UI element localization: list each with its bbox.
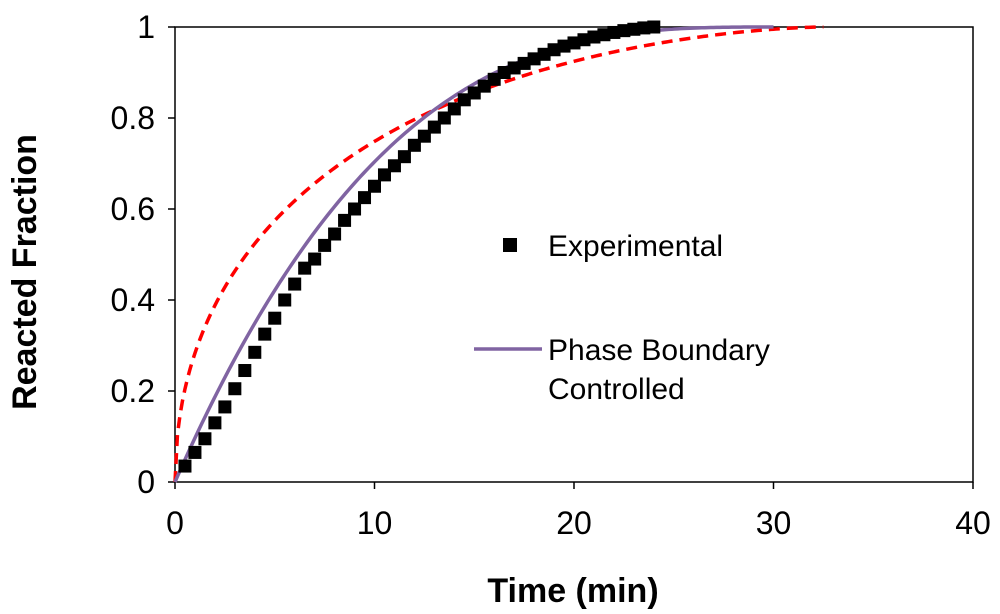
experimental-point xyxy=(318,238,332,252)
legend: Experimental Phase Boundary Controlled xyxy=(474,230,770,406)
x-axis: 0 10 20 30 40 xyxy=(166,482,991,541)
experimental-point xyxy=(288,277,302,291)
experimental-point xyxy=(308,252,322,266)
experimental-point xyxy=(457,93,471,107)
experimental-point xyxy=(358,191,372,205)
x-tick-label: 30 xyxy=(756,505,792,541)
experimental-point xyxy=(527,52,541,66)
experimental-point xyxy=(278,293,292,307)
legend-label-experimental: Experimental xyxy=(548,230,723,263)
x-tick-label: 20 xyxy=(556,505,592,541)
experimental-point xyxy=(248,345,262,359)
experimental-point xyxy=(377,168,391,182)
y-tick-label: 0.8 xyxy=(111,100,155,136)
experimental-point xyxy=(417,129,431,143)
x-axis-title: Time (min) xyxy=(487,572,658,610)
experimental-point xyxy=(547,43,561,57)
experimental-point xyxy=(627,22,641,36)
experimental-point xyxy=(298,261,312,275)
experimental-point xyxy=(497,66,511,79)
experimental-point xyxy=(258,327,272,341)
experimental-point xyxy=(198,432,212,446)
experimental-point xyxy=(477,79,491,93)
experimental-point xyxy=(348,202,362,216)
experimental-point xyxy=(397,150,411,164)
experimental-point xyxy=(208,416,222,430)
experimental-point xyxy=(437,111,451,125)
dashed-model-line xyxy=(173,25,824,483)
y-tick-label: 1 xyxy=(137,9,155,45)
experimental-point xyxy=(607,25,621,39)
series-layer xyxy=(173,20,824,483)
x-tick-label: 40 xyxy=(955,505,991,541)
experimental-point xyxy=(427,120,441,134)
experimental-point xyxy=(517,56,531,70)
experimental-point xyxy=(487,72,501,86)
experimental-point xyxy=(537,47,551,61)
experimental-point xyxy=(268,311,282,325)
experimental-point xyxy=(617,24,631,38)
experimental-point xyxy=(218,400,232,414)
legend-label-phase-boundary-line2: Controlled xyxy=(548,373,685,406)
experimental-point xyxy=(637,21,651,35)
y-tick-label: 0 xyxy=(137,464,155,500)
experimental-point xyxy=(587,30,601,44)
x-tick-label: 10 xyxy=(357,505,393,541)
experimental-point xyxy=(467,86,481,100)
experimental-point xyxy=(647,20,661,34)
experimental-point xyxy=(597,28,611,42)
y-tick-label: 0.2 xyxy=(111,373,155,409)
legend-marker-experimental xyxy=(503,238,517,252)
experimental-point xyxy=(507,61,521,75)
experimental-point xyxy=(387,159,401,173)
y-tick-label: 0.6 xyxy=(111,191,155,227)
y-tick-label: 0.4 xyxy=(111,282,155,318)
x-tick-label: 0 xyxy=(166,505,184,541)
experimental-point xyxy=(238,364,252,378)
experimental-point xyxy=(328,227,342,241)
experimental-point xyxy=(338,213,352,227)
experimental-point xyxy=(447,102,461,116)
legend-label-phase-boundary: Phase Boundary xyxy=(548,334,770,367)
experimental-point xyxy=(557,39,571,53)
experimental-point xyxy=(567,36,581,50)
experimental-point xyxy=(228,382,242,396)
y-axis: 0 0.2 0.4 0.6 0.8 1 xyxy=(111,9,175,500)
experimental-point xyxy=(407,138,421,152)
experimental-point xyxy=(368,179,381,193)
experimental-point xyxy=(577,33,591,47)
phase-boundary-line xyxy=(173,25,774,483)
experimental-point xyxy=(188,445,202,459)
y-axis-title: Reacted Fraction xyxy=(6,134,44,410)
experimental-point xyxy=(178,459,192,473)
